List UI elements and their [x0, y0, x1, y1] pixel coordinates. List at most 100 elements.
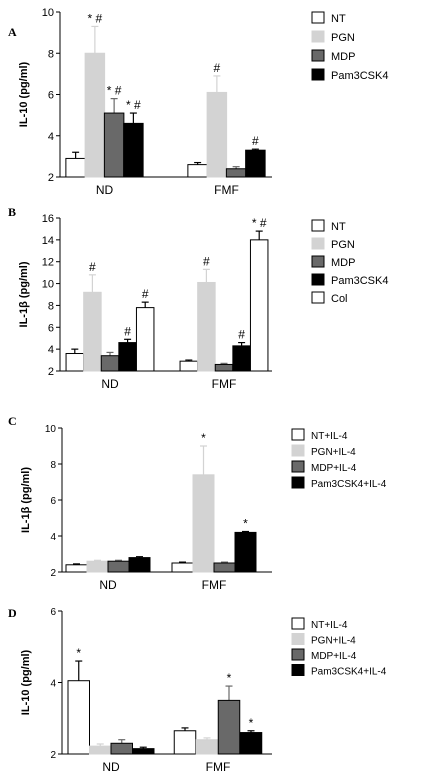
bar-fmf-mdp: [214, 363, 234, 372]
bar-nd-pam3csk4-il-4: [128, 557, 151, 573]
legend-label: NT: [331, 221, 346, 233]
bar-nd-col: [135, 307, 155, 372]
legend-swatch: [311, 49, 325, 62]
y-tick-label: 14: [42, 235, 54, 247]
chart-panel-b: B 2 4 6 8 10 12 14 16 IL-1β (pg/ml) # # # ND # # * # FMF N…: [8, 205, 388, 391]
significance-marker: *: [201, 431, 206, 445]
legend-swatch: [291, 633, 305, 645]
legend-swatch: [311, 68, 325, 81]
x-tick-label: FMF: [202, 578, 227, 592]
bar-nd-pgn-il-4: [89, 745, 112, 755]
bar-fmf-nt-il-4: [171, 562, 194, 573]
y-tick-label: 12: [42, 257, 54, 269]
significance-marker: #: [124, 324, 131, 338]
bar-fmf-pgn-il-4: [195, 739, 219, 755]
bar-fmf-pam3csk4: [232, 345, 251, 372]
y-tick-label: 10: [45, 424, 57, 435]
bar-nd-nt-il-4: [65, 564, 88, 573]
y-tick-label: 2: [50, 750, 56, 761]
bar-fmf-col: [249, 239, 269, 372]
legend-label: PGN+IL-4: [311, 636, 356, 647]
legend-swatch: [291, 617, 305, 630]
legend-label: Col: [331, 293, 348, 305]
bar-nd-pam3csk4: [123, 122, 144, 178]
bar-fmf-nt: [179, 360, 199, 372]
significance-marker: *: [249, 716, 254, 730]
y-tick-label: 10: [42, 7, 54, 19]
panel-label: C: [8, 414, 17, 428]
significance-marker: * #: [107, 84, 122, 98]
bar-nd-pam3csk4-il-4: [132, 748, 155, 755]
legend: NT PGN MDP Pam3CSK4 Col: [311, 219, 388, 305]
panel-label: B: [8, 205, 16, 219]
bar-nd-pam3csk4: [118, 342, 137, 372]
legend-label: Pam3CSK4+IL-4: [311, 479, 387, 490]
legend-label: Pam3CSK4: [331, 275, 388, 287]
legend-swatch: [311, 273, 325, 286]
chart-panel-c: C 2 4 6 8 10 IL-1β (pg/ml) ND * * FMF NT+IL-4 PGN+IL…: [8, 414, 387, 592]
significance-marker: * #: [126, 98, 141, 112]
legend-swatch: [291, 444, 305, 457]
significance-marker: * #: [252, 216, 267, 230]
y-tick-label: 4: [48, 344, 54, 356]
y-tick-label: 4: [48, 131, 54, 143]
legend: NT PGN MDP Pam3CSK4: [311, 11, 388, 82]
legend-swatch: [291, 476, 305, 489]
legend-label: NT+IL-4: [311, 431, 348, 442]
y-tick-label: 6: [48, 90, 54, 102]
significance-marker: #: [238, 328, 245, 342]
bar-fmf-nt: [187, 164, 208, 178]
legend-swatch: [311, 237, 325, 250]
significance-marker: *: [243, 517, 248, 531]
bar-fmf-pgn: [206, 91, 228, 178]
legend-label: MDP: [331, 257, 355, 269]
panel-label: A: [8, 25, 17, 39]
y-axis-label: IL-1β (pg/ml): [18, 261, 30, 327]
legend-label: NT: [331, 13, 346, 25]
legend-swatch: [311, 219, 325, 232]
significance-marker: *: [76, 646, 81, 660]
legend-label: PGN: [331, 239, 355, 251]
y-tick-label: 8: [50, 460, 56, 471]
bar-fmf-pam3csk4-il-4: [234, 531, 257, 573]
y-tick-label: 16: [42, 213, 54, 225]
bar-nd-mdp: [103, 112, 125, 178]
x-tick-label: ND: [101, 377, 119, 391]
significance-marker: #: [214, 61, 221, 75]
legend-swatch: [291, 648, 305, 661]
bar-fmf-pam3csk4: [245, 149, 266, 178]
legend-swatch: [291, 460, 305, 473]
bar-nd-nt: [65, 157, 86, 178]
legend-label: PGN+IL-4: [311, 447, 356, 458]
significance-marker: *: [227, 671, 232, 685]
legend-label: NT+IL-4: [311, 620, 348, 631]
y-tick-label: 6: [48, 322, 54, 334]
legend: NT+IL-4 PGN+IL-4 MDP+IL-4 Pam3CSK4+IL-4: [291, 428, 387, 490]
bar-nd-pgn-il-4: [86, 560, 109, 573]
legend-label: Pam3CSK4: [331, 70, 388, 82]
y-tick-label: 2: [48, 172, 54, 184]
x-tick-label: ND: [99, 578, 117, 592]
legend: NT+IL-4 PGN+IL-4 MDP+IL-4 Pam3CSK4+IL-4: [291, 617, 387, 678]
legend-swatch: [311, 291, 325, 304]
legend-label: Pam3CSK4+IL-4: [311, 667, 387, 678]
x-tick-label: FMF: [214, 183, 239, 197]
legend-label: MDP+IL-4: [311, 463, 357, 474]
y-tick-label: 8: [48, 48, 54, 60]
bar-nd-mdp-il-4: [107, 560, 130, 573]
legend-swatch: [311, 255, 325, 268]
bar-nd-pgn: [83, 291, 102, 372]
y-tick-label: 6: [50, 496, 56, 507]
panel-label: D: [8, 606, 17, 620]
bar-nd-mdp-il-4: [110, 742, 133, 755]
bar-fmf-pgn-il-4: [192, 474, 215, 573]
bar-nd-mdp: [100, 355, 120, 372]
legend-label: MDP+IL-4: [311, 651, 357, 662]
significance-marker: #: [252, 134, 259, 148]
y-tick-label: 4: [50, 532, 56, 543]
y-tick-label: 10: [42, 279, 54, 291]
legend-swatch: [291, 428, 305, 441]
y-axis-label: IL-10 (pg/ml): [20, 649, 32, 715]
legend-label: PGN: [331, 32, 355, 44]
